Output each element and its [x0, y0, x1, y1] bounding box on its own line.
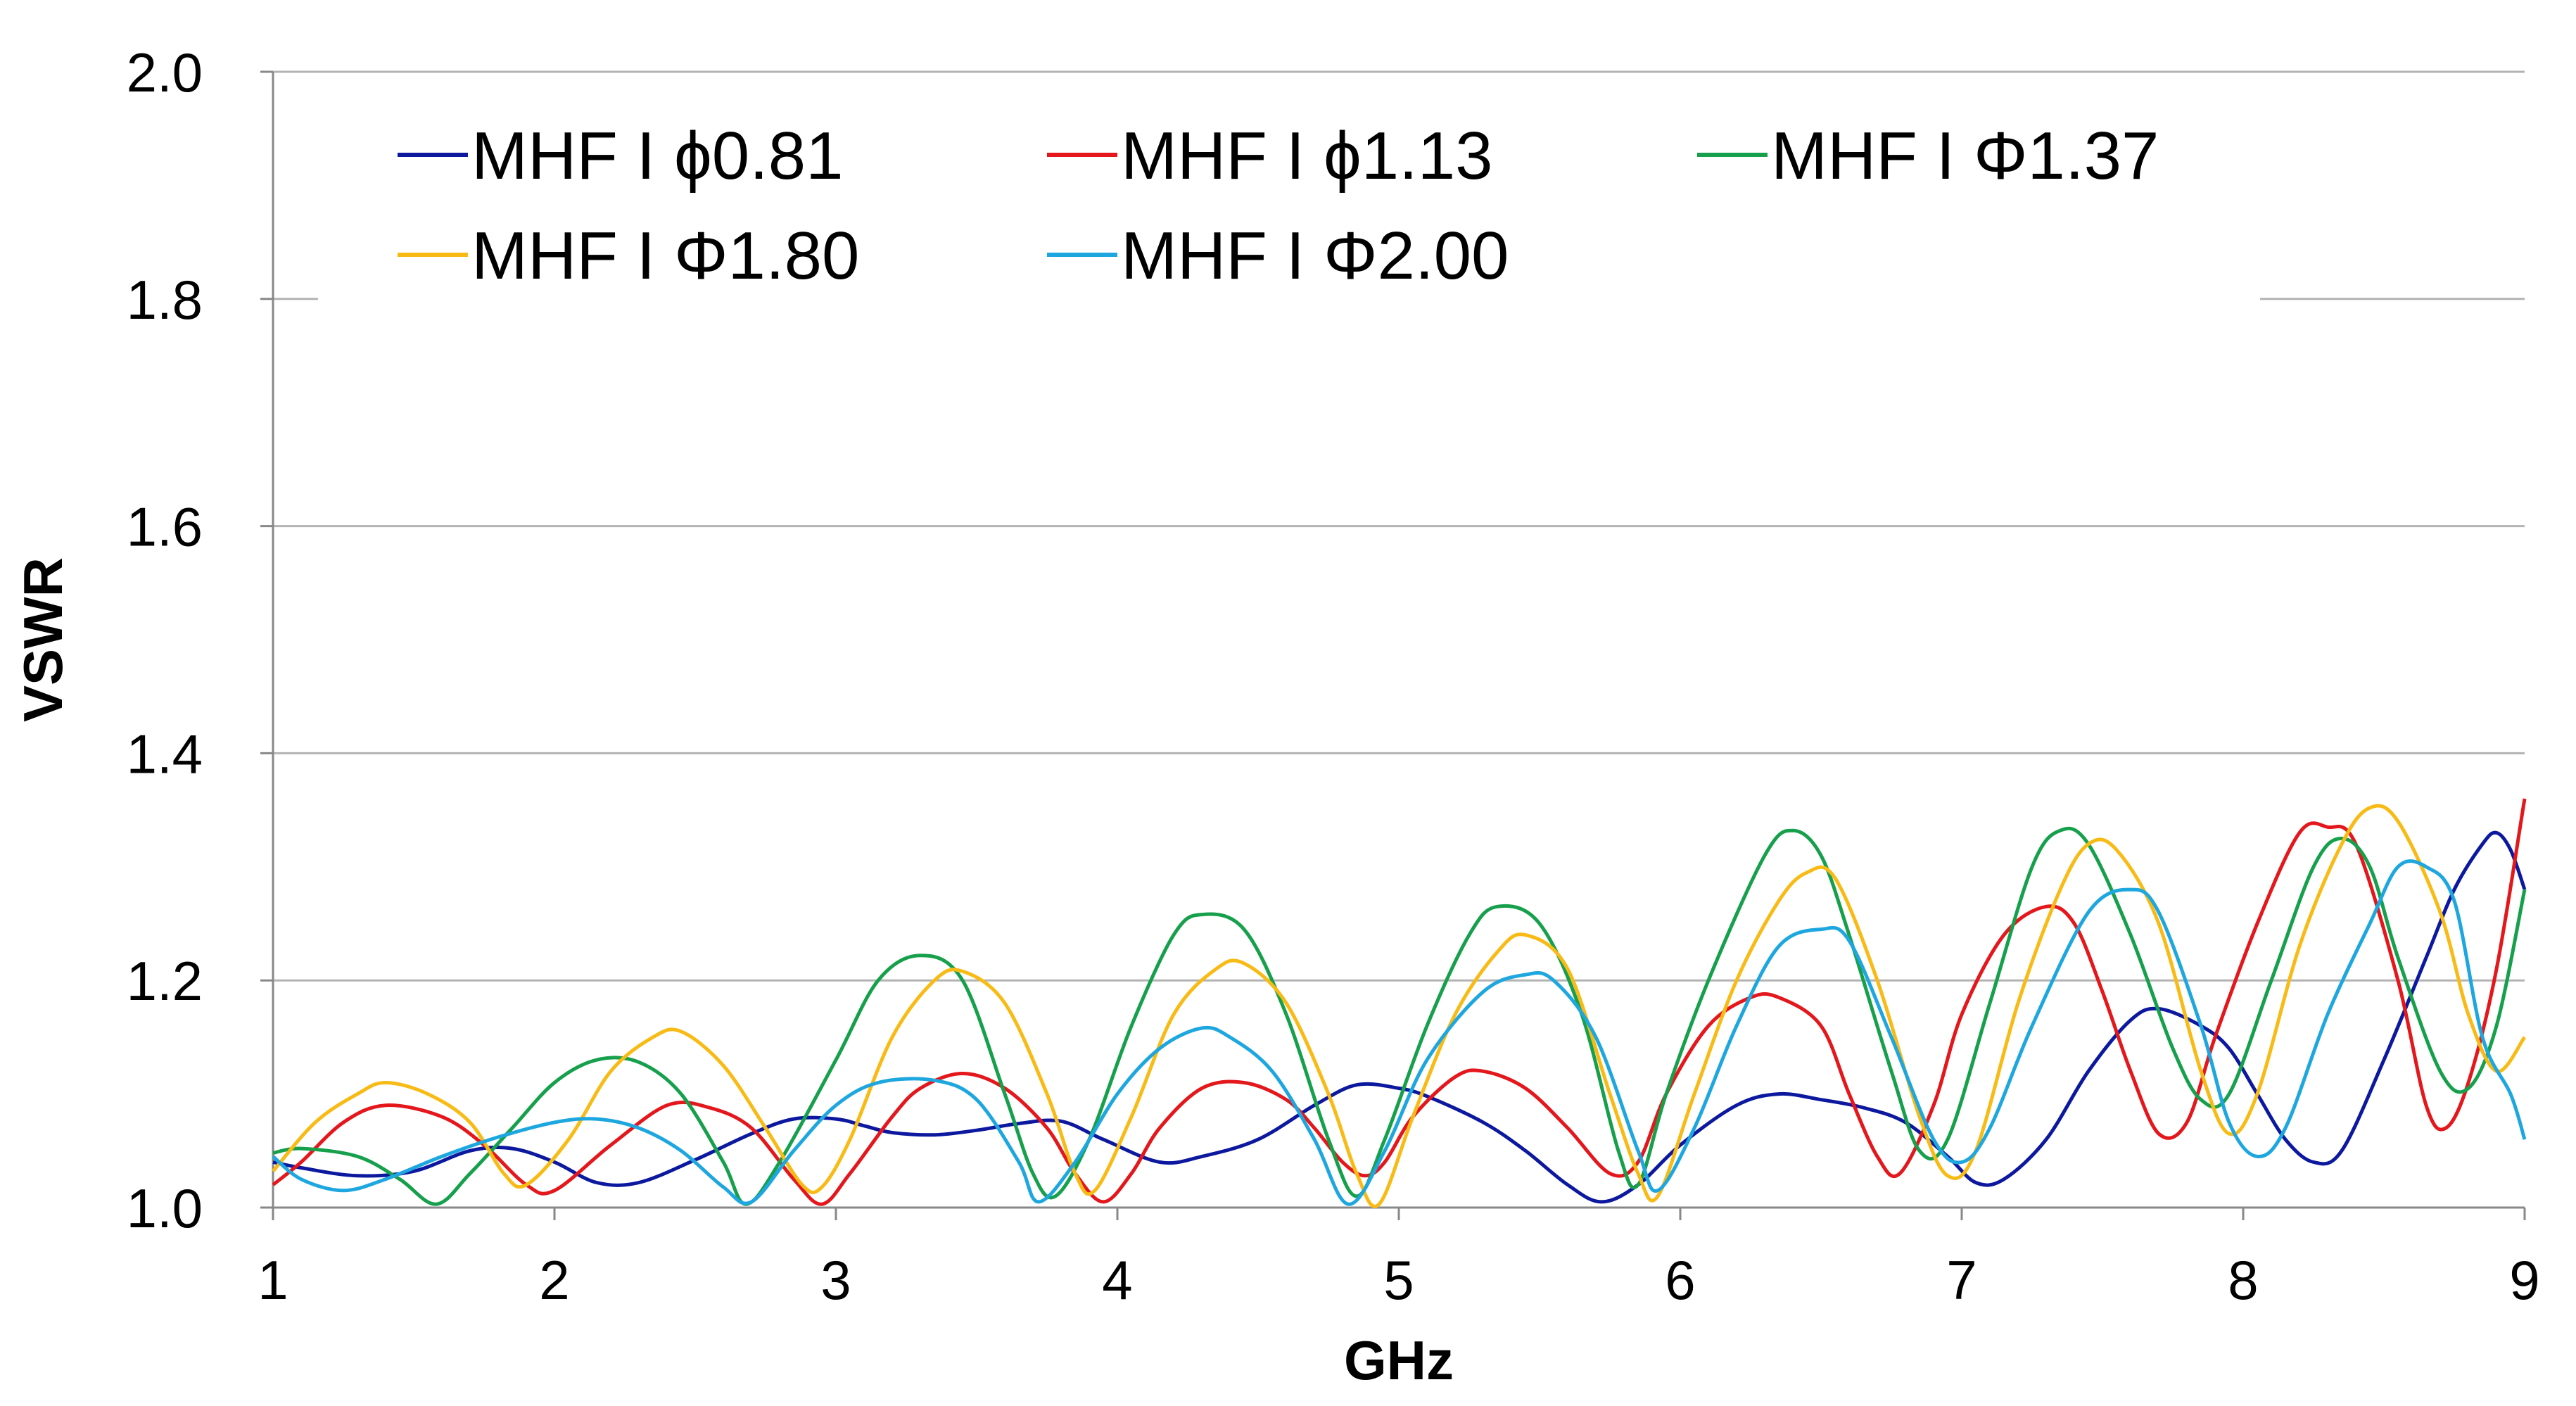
series-line-0 — [272, 830, 2527, 1204]
legend-background — [318, 106, 2260, 311]
legend-label-3: MHF I Φ1.80 — [471, 218, 859, 293]
y-tick-label-0: 1.0 — [127, 1177, 203, 1239]
x-tick-label-0: 1 — [258, 1249, 288, 1311]
series-line-3 — [272, 804, 2527, 1208]
series-lines — [272, 798, 2527, 1208]
x-tick-label-8: 9 — [2509, 1249, 2539, 1311]
x-tick-label-6: 7 — [1946, 1249, 1977, 1311]
y-axis-ticks: 1.0 1.2 1.4 1.6 1.8 2.0 — [127, 42, 273, 1239]
x-tick-label-3: 4 — [1102, 1249, 1132, 1311]
y-tick-label-5: 2.0 — [127, 42, 203, 103]
legend-label-2: MHF I Φ1.37 — [1771, 118, 2159, 194]
y-axis-title: VSWR — [12, 557, 74, 722]
legend-label-4: MHF I Φ2.00 — [1121, 218, 1509, 293]
x-tick-label-7: 8 — [2228, 1249, 2258, 1311]
y-tick-label-1: 1.2 — [127, 950, 203, 1012]
legend-label-1: MHF I ϕ1.13 — [1121, 118, 1493, 194]
y-tick-label-4: 1.8 — [127, 269, 203, 331]
series-line-1 — [272, 798, 2527, 1206]
series-line-4 — [272, 859, 2527, 1206]
x-tick-label-4: 5 — [1383, 1249, 1414, 1311]
x-tick-label-1: 2 — [539, 1249, 569, 1311]
legend: MHF I ϕ0.81 MHF I ϕ1.13 MHF I Φ1.37 MHF I Φ… — [398, 118, 2159, 293]
y-tick-label-3: 1.6 — [127, 496, 203, 558]
x-axis-ticks: 1 2 3 4 5 6 7 8 9 — [258, 1208, 2540, 1311]
y-tick-label-2: 1.4 — [127, 723, 203, 785]
legend-label-0: MHF I ϕ0.81 — [471, 118, 844, 194]
x-axis-title: GHz — [1344, 1329, 1454, 1391]
x-tick-label-5: 6 — [1665, 1249, 1695, 1311]
x-tick-label-2: 3 — [820, 1249, 851, 1311]
